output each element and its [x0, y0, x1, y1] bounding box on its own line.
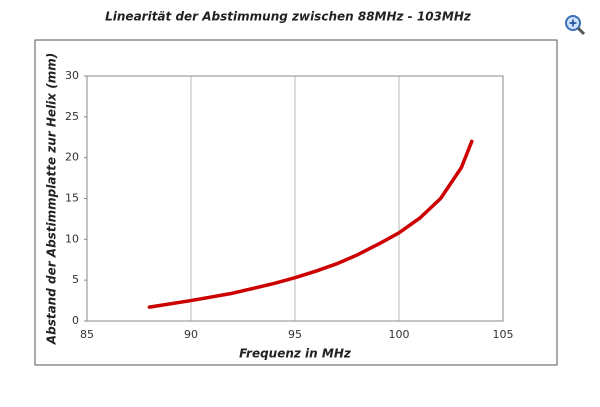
y-tick-label: 25	[65, 110, 79, 123]
data-line	[147, 139, 474, 309]
y-tick-label: 30	[65, 69, 79, 82]
x-tick-label: 105	[493, 328, 514, 341]
x-tick-label: 100	[389, 328, 410, 341]
y-tick-label: 0	[72, 314, 79, 327]
x-axis-title: Frequenz in MHz	[239, 347, 352, 361]
chart-title: Linearität der Abstimmung zwischen 88MHz…	[105, 10, 472, 24]
y-tick-label: 15	[65, 192, 79, 205]
chart-frame	[34, 39, 558, 366]
plot-area	[86, 75, 504, 322]
x-tick-label: 85	[80, 328, 94, 341]
y-tick-label: 10	[65, 232, 79, 245]
x-tick-label: 95	[288, 328, 302, 341]
zoom-icon[interactable]	[565, 15, 586, 36]
y-axis-title: Abstand der Abstimmplatte zur Helix (mm)	[45, 53, 59, 345]
x-tick-label: 90	[184, 328, 198, 341]
y-tick-label: 20	[65, 151, 79, 164]
y-tick-label: 5	[72, 273, 79, 286]
